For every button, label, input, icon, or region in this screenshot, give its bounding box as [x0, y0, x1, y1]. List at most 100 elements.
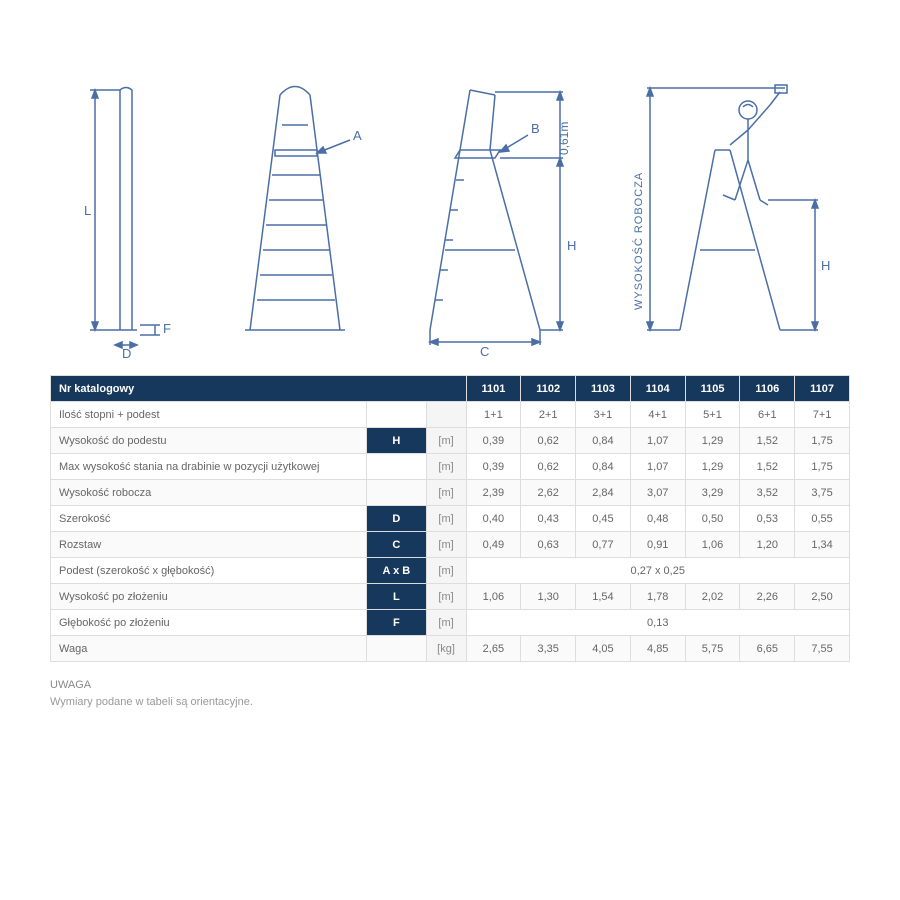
row-value: 5+1 [685, 402, 740, 428]
row-value: 1,29 [685, 454, 740, 480]
label-B: B [531, 121, 540, 136]
row-value: 1,06 [685, 532, 740, 558]
model-header: 1102 [521, 376, 576, 402]
row-value: 0,55 [795, 506, 850, 532]
table-row: Głębokość po złożeniuF[m]0,13 [51, 610, 850, 636]
row-value: 0,91 [630, 532, 685, 558]
table-row: Ilość stopni + podest1+12+13+14+15+16+17… [51, 402, 850, 428]
row-value: 0,84 [576, 428, 631, 454]
model-header: 1107 [795, 376, 850, 402]
diagram-side-open: C H B 0,61m [400, 80, 600, 360]
label-A: A [353, 128, 362, 143]
row-unit: [kg] [426, 636, 466, 662]
row-symbol: H [367, 428, 426, 454]
note-block: UWAGA Wymiary podane w tabeli są orienta… [50, 677, 850, 710]
row-value: 1,07 [630, 428, 685, 454]
row-value: 0,39 [466, 454, 521, 480]
row-value-span: 0,13 [466, 610, 850, 636]
label-H2: H [821, 258, 830, 273]
row-value: 1,06 [466, 584, 521, 610]
row-value: 1,52 [740, 428, 795, 454]
row-label: Szerokość [51, 506, 367, 532]
row-value: 4+1 [630, 402, 685, 428]
row-unit: [m] [426, 584, 466, 610]
row-value: 2,39 [466, 480, 521, 506]
row-symbol: A x B [367, 558, 426, 584]
row-label: Podest (szerokość x głębokość) [51, 558, 367, 584]
row-unit [426, 402, 466, 428]
row-value: 1,52 [740, 454, 795, 480]
table-body: Ilość stopni + podest1+12+13+14+15+16+17… [51, 402, 850, 662]
row-value: 1,75 [795, 454, 850, 480]
row-unit: [m] [426, 532, 466, 558]
row-symbol [367, 454, 426, 480]
row-value: 1,34 [795, 532, 850, 558]
spec-table: Nr katalogowy 1101 1102 1103 1104 1105 1… [50, 375, 850, 662]
row-label: Wysokość po złożeniu [51, 584, 367, 610]
label-F: F [163, 321, 171, 336]
row-label: Ilość stopni + podest [51, 402, 367, 428]
row-value: 1,07 [630, 454, 685, 480]
row-symbol [367, 636, 426, 662]
label-H: H [567, 238, 576, 253]
row-value: 3,75 [795, 480, 850, 506]
row-value: 0,40 [466, 506, 521, 532]
row-value: 2,62 [521, 480, 576, 506]
row-value: 4,85 [630, 636, 685, 662]
row-value: 1+1 [466, 402, 521, 428]
row-value: 0,48 [630, 506, 685, 532]
row-value: 1,20 [740, 532, 795, 558]
row-value: 2,50 [795, 584, 850, 610]
row-symbol [367, 480, 426, 506]
row-value: 7,55 [795, 636, 850, 662]
row-value: 0,39 [466, 428, 521, 454]
note-text: Wymiary podane w tabeli są orientacyjne. [50, 694, 850, 711]
row-unit: [m] [426, 454, 466, 480]
row-value: 0,62 [521, 428, 576, 454]
row-unit: [m] [426, 506, 466, 532]
row-label: Rozstaw [51, 532, 367, 558]
row-label: Głębokość po złożeniu [51, 610, 367, 636]
label-L: L [84, 203, 91, 218]
row-value: 4,05 [576, 636, 631, 662]
model-header: 1101 [466, 376, 521, 402]
table-header-row: Nr katalogowy 1101 1102 1103 1104 1105 1… [51, 376, 850, 402]
row-value: 6,65 [740, 636, 795, 662]
table-row: Wysokość do podestuH[m]0,390,620,841,071… [51, 428, 850, 454]
row-unit: [m] [426, 428, 466, 454]
row-symbol: C [367, 532, 426, 558]
table-row: SzerokośćD[m]0,400,430,450,480,500,530,5… [51, 506, 850, 532]
label-working-height: WYSOKOŚĆ ROBOCZA [632, 172, 645, 310]
row-label: Waga [51, 636, 367, 662]
row-value: 0,63 [521, 532, 576, 558]
row-value: 7+1 [795, 402, 850, 428]
row-value: 6+1 [740, 402, 795, 428]
row-symbol: D [367, 506, 426, 532]
row-value: 1,30 [521, 584, 576, 610]
model-header: 1104 [630, 376, 685, 402]
model-header: 1103 [576, 376, 631, 402]
ladder-diagrams: L D F A [50, 60, 850, 360]
diagram-folded: L D F [60, 80, 200, 360]
table-row: RozstawC[m]0,490,630,770,911,061,201,34 [51, 532, 850, 558]
diagram-front: A [220, 80, 380, 360]
row-label: Wysokość do podestu [51, 428, 367, 454]
label-D: D [122, 346, 131, 361]
row-value: 0,50 [685, 506, 740, 532]
row-symbol: F [367, 610, 426, 636]
label-061m: 0,61m [557, 122, 571, 155]
row-value: 2,26 [740, 584, 795, 610]
table-row: Podest (szerokość x głębokość)A x B[m]0,… [51, 558, 850, 584]
row-value: 1,29 [685, 428, 740, 454]
row-value: 2+1 [521, 402, 576, 428]
row-value: 2,02 [685, 584, 740, 610]
row-value: 5,75 [685, 636, 740, 662]
row-value: 0,49 [466, 532, 521, 558]
row-label: Wysokość robocza [51, 480, 367, 506]
row-value: 0,45 [576, 506, 631, 532]
row-unit: [m] [426, 610, 466, 636]
label-C: C [480, 344, 489, 359]
row-value: 0,84 [576, 454, 631, 480]
row-value: 3,29 [685, 480, 740, 506]
row-value: 1,78 [630, 584, 685, 610]
